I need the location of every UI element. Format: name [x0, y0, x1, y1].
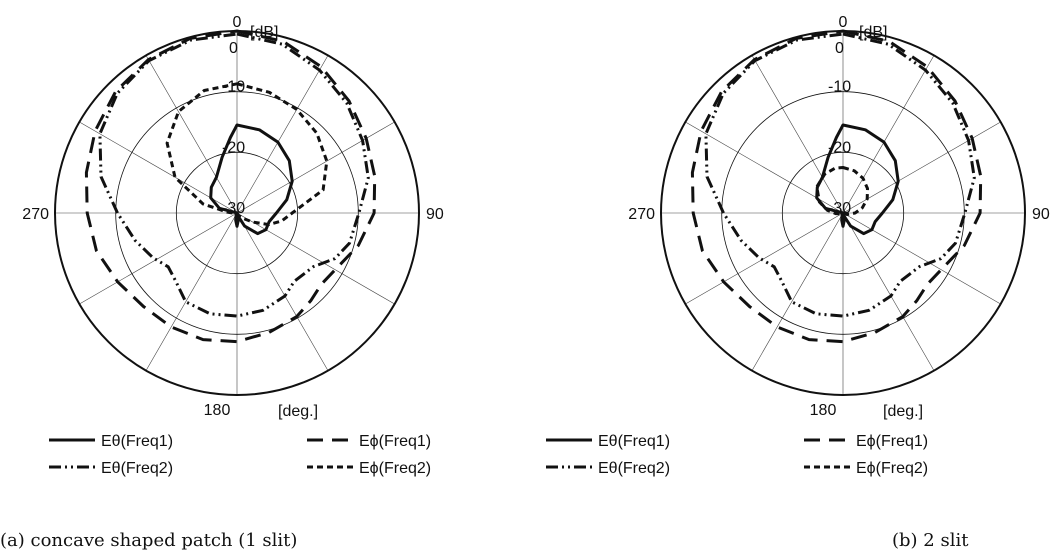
angle-label-270: 270	[22, 206, 49, 223]
grid-spoke-210	[751, 212, 844, 371]
legend-label: Eθ(Freq2)	[598, 460, 670, 477]
polar-chart-panel-a: [dB] [deg.] 0 -10 -20 -30 0 90 180 270 Eθ(Freq1…	[0, 14, 444, 551]
grid-ring	[781, 151, 905, 275]
grid-ring	[721, 91, 965, 335]
legend: Eθ(Freq1) Eϕ(Freq1) Eθ(Freq2) Eϕ(Freq2)	[49, 433, 431, 477]
radial-tick-label: -10	[828, 79, 851, 96]
legend-entry-ephi-freq2: Eϕ(Freq2)	[307, 460, 431, 477]
grid-spoke-120	[842, 212, 1001, 305]
series-ephi-freq2	[165, 82, 329, 227]
grid-spoke-150	[842, 212, 935, 371]
radial-tick-label: 0	[835, 40, 844, 57]
series-etheta-freq1	[209, 123, 294, 236]
legend-entry-ephi-freq1: Eϕ(Freq1)	[307, 433, 431, 450]
grid-ring	[175, 151, 299, 275]
polar-chart-panel-b: [dB] [deg.] 0 -10 -20 -30 0 90 180 270 Eθ(Freq1…	[546, 14, 1050, 551]
radial-unit-label: [dB]	[250, 24, 278, 41]
angle-label-0: 0	[839, 14, 848, 31]
radial-tick-label: -20	[828, 139, 851, 156]
legend-entry-etheta-freq2: Eθ(Freq2)	[49, 460, 173, 477]
grid-spoke-330	[145, 55, 238, 214]
grid-spoke-240	[685, 212, 844, 305]
series-layer	[84, 29, 377, 344]
legend-label: Eϕ(Freq1)	[359, 433, 431, 450]
legend-entry-etheta-freq1: Eθ(Freq1)	[546, 433, 670, 450]
radial-tick-label: 0	[229, 40, 238, 57]
series-layer	[690, 29, 983, 344]
grid-ring	[115, 91, 359, 335]
legend: Eθ(Freq1) Eϕ(Freq1) Eθ(Freq2) Eϕ(Freq2)	[546, 433, 928, 477]
legend-entry-etheta-freq1: Eθ(Freq1)	[49, 433, 173, 450]
legend-entry-ephi-freq2: Eϕ(Freq2)	[804, 460, 928, 477]
legend-label: Eϕ(Freq1)	[856, 433, 928, 450]
angular-unit-label: [deg.]	[278, 403, 318, 420]
angle-label-90: 90	[1032, 206, 1050, 223]
axis-labels: [dB] [deg.] 0 -10 -20 -30 0 90 180 270	[22, 14, 444, 420]
series-ephi-freq1	[84, 29, 377, 344]
angle-label-90: 90	[426, 206, 444, 223]
grid-spoke-120	[236, 212, 395, 305]
legend-entry-etheta-freq2: Eθ(Freq2)	[546, 460, 670, 477]
axis-labels: [dB] [deg.] 0 -10 -20 -30 0 90 180 270	[628, 14, 1050, 420]
grid-spoke-240	[79, 212, 238, 305]
legend-label: Eθ(Freq1)	[101, 433, 173, 450]
legend-label: Eϕ(Freq2)	[856, 460, 928, 477]
legend-label: Eϕ(Freq2)	[359, 460, 431, 477]
angular-unit-label: [deg.]	[883, 403, 923, 420]
angle-label-180: 180	[810, 402, 837, 419]
radial-tick-label: -30	[222, 200, 245, 217]
angle-label-0: 0	[233, 14, 242, 31]
series-ephi-freq2	[815, 166, 869, 216]
legend-label: Eθ(Freq1)	[598, 433, 670, 450]
radial-tick-label: -30	[828, 200, 851, 217]
grid-spoke-150	[236, 212, 329, 371]
radial-unit-label: [dB]	[859, 24, 887, 41]
panel-caption: (a) concave shaped patch (1 slit)	[0, 530, 297, 551]
radial-tick-label: -10	[222, 79, 245, 96]
grid-spoke-210	[145, 212, 238, 371]
grid-spoke-60	[236, 121, 395, 214]
legend-label: Eθ(Freq2)	[101, 460, 173, 477]
panel-caption: (b) 2 slit	[892, 530, 969, 551]
legend-entry-ephi-freq1: Eϕ(Freq1)	[804, 433, 928, 450]
grid-spoke-30	[842, 55, 935, 214]
series-ephi-freq1	[690, 29, 983, 344]
angle-label-270: 270	[628, 206, 655, 223]
radial-tick-label: -20	[222, 139, 245, 156]
grid-spoke-30	[236, 55, 329, 214]
angle-label-180: 180	[204, 402, 231, 419]
grid-spoke-330	[751, 55, 844, 214]
grid-spoke-60	[842, 121, 1001, 214]
